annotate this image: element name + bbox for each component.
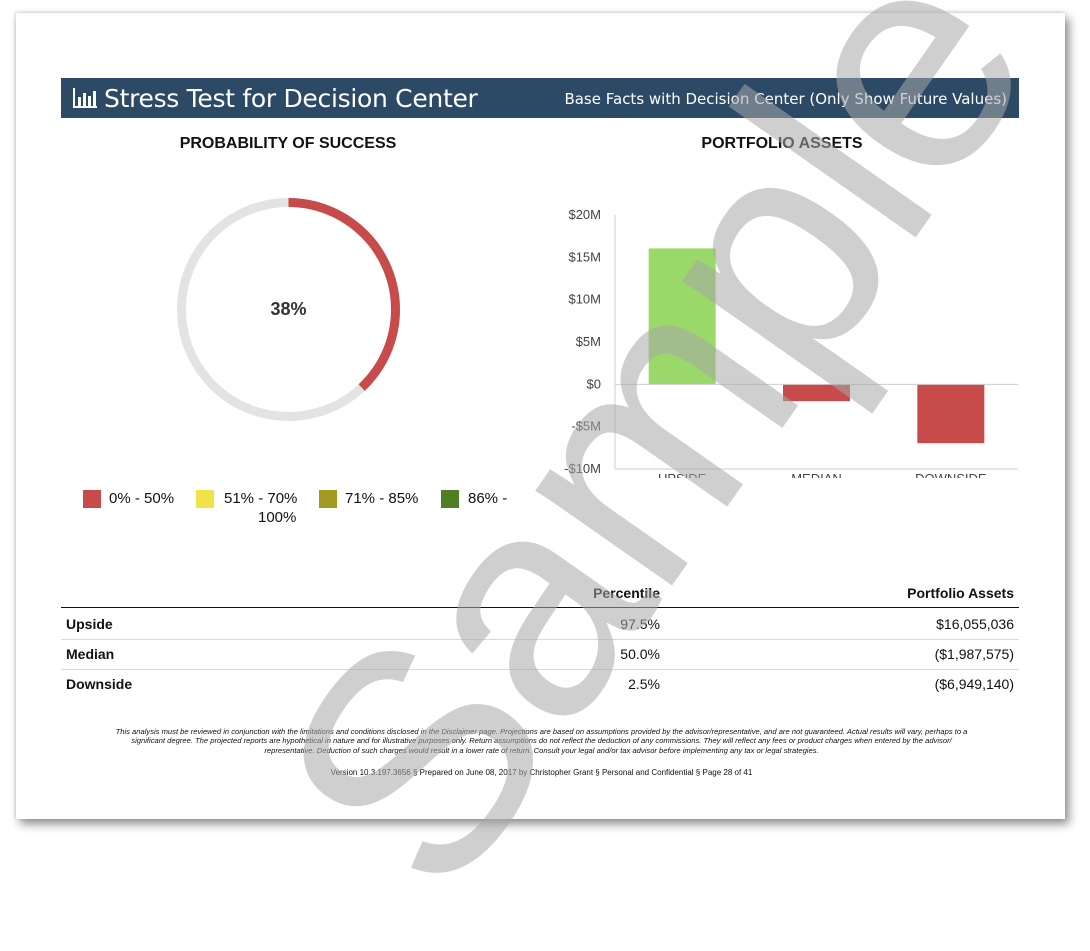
y-tick-label: $15M: [568, 249, 601, 264]
row-assets: $16,055,036: [936, 616, 1014, 632]
probability-donut: 38%: [174, 195, 403, 424]
bar-median: [783, 384, 850, 402]
y-tick-label: -$5M: [571, 419, 601, 434]
legend-swatch: [196, 490, 214, 508]
probability-value: 38%: [270, 299, 307, 319]
legend-label: 86% -: [468, 490, 508, 507]
y-tick-label: -$10M: [564, 461, 601, 476]
table-row: Downside 2.5% ($6,949,140): [61, 669, 1019, 699]
y-tick-label: $5M: [576, 334, 601, 349]
assets-title: PORTFOLIO ASSETS: [701, 135, 863, 152]
page-subtitle: Base Facts with Decision Center (Only Sh…: [564, 90, 1007, 108]
row-percentile: 50.0%: [620, 646, 660, 662]
report-page: Stress Test for Decision Center Base Fac…: [16, 0, 1090, 948]
x-tick-label: UPSIDE: [658, 471, 707, 478]
row-percentile: 2.5%: [628, 676, 660, 692]
x-tick-label: DOWNSIDE: [915, 471, 987, 478]
portfolio-assets-chart: $20M $15M $10M $5M $0 -$5M -$10M UPSIDE MEDIAN DO…: [544, 188, 1024, 486]
disclaimer-text: This analysis must be reviewed in conjun…: [44, 727, 1039, 755]
row-assets: ($6,949,140): [934, 676, 1014, 692]
legend-label: 0% - 50%: [109, 490, 175, 507]
bar-upside: [648, 248, 716, 385]
header-percentile: Percentile: [593, 585, 660, 601]
legend-swatch: [441, 490, 459, 508]
donut-fill: [177, 198, 400, 421]
row-assets: ($1,987,575): [934, 646, 1014, 662]
row-percentile: 97.5%: [620, 616, 660, 632]
y-tick-label: $0: [587, 376, 601, 391]
table-row: Upside 97.5% $16,055,036: [61, 609, 1019, 640]
y-tick-label: $10M: [568, 292, 601, 307]
disclaimer-line: This analysis must be reviewed in conjun…: [115, 727, 968, 736]
row-label: Median: [66, 646, 115, 662]
bar-downside: [917, 384, 985, 444]
version-footer: Version 10.3.197.3656 § Prepared on June…: [330, 768, 753, 777]
row-label: Downside: [66, 676, 133, 692]
page-header: Stress Test for Decision Center Base Fac…: [61, 78, 1019, 118]
legend-label: 51% - 70%: [224, 490, 298, 507]
table-header-rule: [61, 607, 1019, 608]
header-portfolio-assets: Portfolio Assets: [907, 585, 1014, 601]
x-tick-label: MEDIAN: [791, 471, 842, 478]
table-row: Median 50.0% ($1,987,575): [61, 639, 1019, 670]
legend-swatch: [319, 490, 337, 508]
legend-label-continued: 100%: [258, 509, 297, 526]
legend-swatch: [83, 490, 101, 508]
row-label: Upside: [66, 616, 113, 632]
legend-label: 71% - 85%: [345, 490, 419, 507]
probability-title: PROBABILITY OF SUCCESS: [179, 135, 397, 152]
disclaimer-line: representative. Deduction of such charge…: [264, 745, 819, 755]
y-tick-label: $20M: [568, 207, 601, 222]
page-title: Stress Test for Decision Center: [104, 84, 478, 113]
disclaimer-line: significant degree. The projected report…: [131, 736, 952, 746]
bar-chart-icon: [73, 88, 97, 108]
